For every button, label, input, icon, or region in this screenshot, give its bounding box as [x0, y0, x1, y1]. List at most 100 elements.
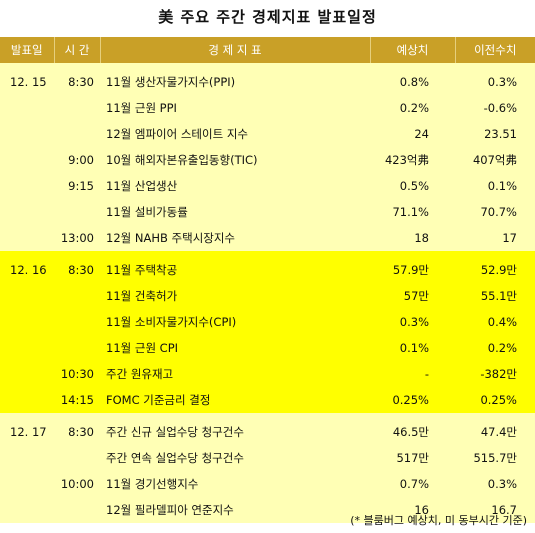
table-header-row: 발표일 시 간 경 제 지 표 예상치 이전수치 — [0, 37, 535, 66]
forecast-cell: 423억弗 — [370, 147, 455, 173]
forecast-cell: 517만 — [370, 445, 455, 471]
header-indicator: 경 제 지 표 — [100, 37, 371, 66]
date-cell: 12. 15 — [0, 63, 54, 95]
forecast-cell: 46.5만 — [370, 413, 455, 445]
indicator-cell: 12월 NAHB 주택시장지수 — [100, 225, 370, 254]
previous-cell: 0.25% — [455, 387, 535, 416]
previous-cell: 0.1% — [455, 173, 535, 199]
date-cell — [0, 471, 54, 497]
date-cell — [0, 335, 54, 361]
header-forecast: 예상치 — [370, 37, 456, 66]
time-cell — [54, 335, 100, 361]
forecast-cell: 0.7% — [370, 471, 455, 497]
forecast-cell: 0.3% — [370, 309, 455, 335]
date-cell — [0, 121, 54, 147]
date-cell — [0, 199, 54, 225]
indicator-cell: 10월 해외자본유출입동향(TIC) — [100, 147, 370, 173]
date-cell — [0, 361, 54, 387]
date-cell — [0, 497, 54, 523]
time-cell — [54, 121, 100, 147]
time-cell: 9:15 — [54, 173, 100, 199]
table-row: 주간 연속 실업수당 청구건수 517만 515.7만 — [0, 445, 535, 471]
date-cell — [0, 173, 54, 199]
forecast-cell: 24 — [370, 121, 455, 147]
previous-cell: -0.6% — [455, 95, 535, 121]
indicator-cell: 주간 원유재고 — [100, 361, 370, 387]
header-previous: 이전수치 — [455, 37, 535, 66]
table-row: 9:15 11월 산업생산 0.5% 0.1% — [0, 173, 535, 199]
header-date: 발표일 — [0, 37, 55, 66]
forecast-cell: 0.2% — [370, 95, 455, 121]
indicator-cell: 11월 설비가동률 — [100, 199, 370, 225]
previous-cell: 0.3% — [455, 63, 535, 95]
previous-cell: 0.2% — [455, 335, 535, 361]
previous-cell: 16.7 — [455, 497, 535, 523]
previous-cell: 70.7% — [455, 199, 535, 225]
time-cell: 8:30 — [54, 63, 100, 95]
time-cell: 8:30 — [54, 251, 100, 283]
forecast-cell: 57만 — [370, 283, 455, 309]
time-cell — [54, 283, 100, 309]
date-cell: 12. 16 — [0, 251, 54, 283]
indicator-cell: 11월 소비자물가지수(CPI) — [100, 309, 370, 335]
table-row: 12. 16 8:30 11월 주택착공 57.9만 52.9만 — [0, 251, 535, 283]
table-row: 12. 15 8:30 11월 생산자물가지수(PPI) 0.8% 0.3% — [0, 63, 535, 95]
footnote: (* 블룸버그 예상치, 미 동부시간 기준) — [350, 514, 527, 527]
time-cell: 9:00 — [54, 147, 100, 173]
forecast-cell: - — [370, 361, 455, 387]
previous-cell: 407억弗 — [455, 147, 535, 173]
date-cell — [0, 95, 54, 121]
time-cell — [54, 445, 100, 471]
forecast-cell: 16 — [370, 497, 455, 523]
time-cell — [54, 95, 100, 121]
date-cell — [0, 147, 54, 173]
indicator-cell: 11월 산업생산 — [100, 173, 370, 199]
date-cell — [0, 309, 54, 335]
previous-cell: 0.3% — [455, 471, 535, 497]
indicator-cell: 11월 주택착공 — [100, 251, 370, 283]
table-row: 10:00 11월 경기선행지수 0.7% 0.3% — [0, 471, 535, 497]
forecast-cell: 18 — [370, 225, 455, 254]
previous-cell: 52.9만 — [455, 251, 535, 283]
forecast-cell: 0.8% — [370, 63, 455, 95]
forecast-cell: 57.9만 — [370, 251, 455, 283]
table-row: 11월 근원 CPI 0.1% 0.2% — [0, 335, 535, 361]
previous-cell: 47.4만 — [455, 413, 535, 445]
indicator-cell: 11월 근원 PPI — [100, 95, 370, 121]
indicator-cell: 11월 근원 CPI — [100, 335, 370, 361]
forecast-cell: 0.5% — [370, 173, 455, 199]
indicator-cell: 11월 건축허가 — [100, 283, 370, 309]
indicator-cell: 주간 연속 실업수당 청구건수 — [100, 445, 370, 471]
date-cell — [0, 225, 54, 254]
indicator-cell: 12월 필라델피아 연준지수 — [100, 497, 370, 523]
indicator-cell: 11월 경기선행지수 — [100, 471, 370, 497]
time-cell — [54, 497, 100, 523]
table-row: 12월 필라델피아 연준지수 16 16.7 — [0, 497, 535, 523]
previous-cell: 0.4% — [455, 309, 535, 335]
time-cell — [54, 199, 100, 225]
table-row: 10:30 주간 원유재고 - -382만 — [0, 361, 535, 387]
time-cell: 14:15 — [54, 387, 100, 416]
economic-calendar-table: 발표일 시 간 경 제 지 표 예상치 이전수치 12. 15 8:30 11월 생… — [0, 37, 535, 523]
forecast-cell: 0.25% — [370, 387, 455, 416]
table-row: 11월 근원 PPI 0.2% -0.6% — [0, 95, 535, 121]
date-cell — [0, 283, 54, 309]
time-cell: 10:30 — [54, 361, 100, 387]
indicator-cell: FOMC 기준금리 결정 — [100, 387, 370, 416]
previous-cell: -382만 — [455, 361, 535, 387]
indicator-cell: 12월 엠파이어 스테이트 지수 — [100, 121, 370, 147]
forecast-cell: 71.1% — [370, 199, 455, 225]
header-time: 시 간 — [54, 37, 101, 66]
table-row: 12월 엠파이어 스테이트 지수 24 23.51 — [0, 121, 535, 147]
date-cell — [0, 445, 54, 471]
table-row: 11월 설비가동률 71.1% 70.7% — [0, 199, 535, 225]
previous-cell: 17 — [455, 225, 535, 254]
previous-cell: 515.7만 — [455, 445, 535, 471]
table-row: 13:00 12월 NAHB 주택시장지수 18 17 — [0, 225, 535, 254]
table-row: 9:00 10월 해외자본유출입동향(TIC) 423억弗 407억弗 — [0, 147, 535, 173]
indicator-cell: 주간 신규 실업수당 청구건수 — [100, 413, 370, 445]
previous-cell: 55.1만 — [455, 283, 535, 309]
table-row: 14:15 FOMC 기준금리 결정 0.25% 0.25% — [0, 387, 535, 416]
date-cell: 12. 17 — [0, 413, 54, 445]
indicator-cell: 11월 생산자물가지수(PPI) — [100, 63, 370, 95]
